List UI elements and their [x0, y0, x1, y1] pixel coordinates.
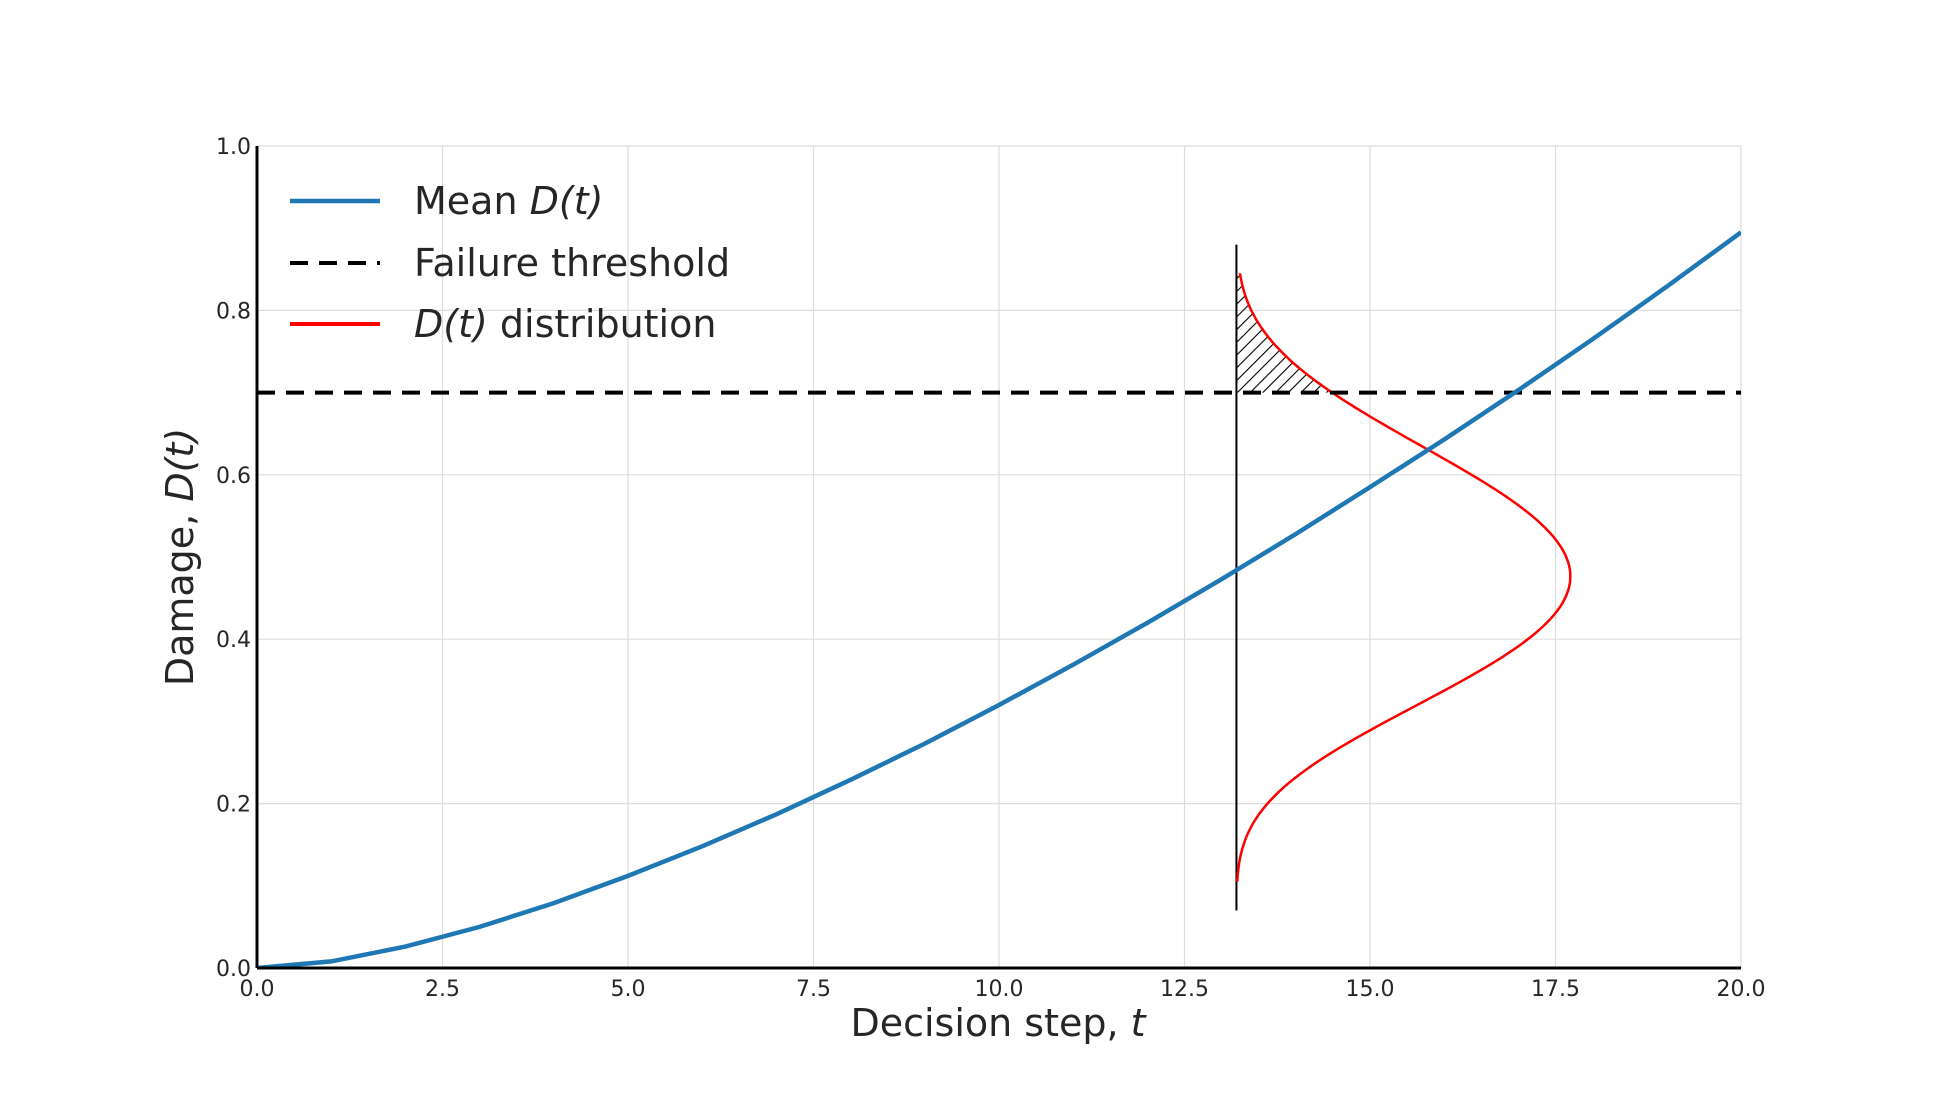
legend-label-threshold: Failure threshold: [414, 241, 730, 285]
y-tick-label: 0.4: [216, 628, 251, 653]
y-tick-labels: 0.0 0.2 0.4 0.6 0.8 1.0: [216, 135, 251, 982]
y-tick-label: 0.8: [216, 299, 251, 324]
y-tick-label: 0.6: [216, 464, 251, 489]
x-tick-labels: 0.0 2.5 5.0 7.5 10.0 12.5 15.0 17.5 20.0: [240, 977, 1766, 1002]
x-tick-label: 2.5: [425, 977, 460, 1002]
y-tick-label: 0.2: [216, 793, 251, 818]
x-tick-label: 15.0: [1346, 977, 1395, 1002]
x-tick-label: 17.5: [1531, 977, 1580, 1002]
x-tick-label: 5.0: [611, 977, 646, 1002]
legend-label-mean: Mean D(t): [414, 179, 603, 223]
plot-area: [256, 230, 1741, 968]
distribution-curve: [1235, 273, 1572, 882]
legend: Mean D(t) Failure threshold D(t) distrib…: [290, 179, 730, 346]
mean-damage-line: [256, 230, 1741, 968]
y-tick-label: 0.0: [216, 957, 251, 982]
x-axis-label: Decision step, t: [850, 1001, 1147, 1045]
x-tick-label: 10.0: [975, 977, 1024, 1002]
legend-label-distribution: D(t) distribution: [414, 302, 716, 346]
x-tick-label: 20.0: [1717, 977, 1766, 1002]
y-tick-label: 1.0: [216, 135, 251, 160]
x-tick-label: 7.5: [796, 977, 831, 1002]
x-tick-label: 12.5: [1160, 977, 1209, 1002]
x-tick-label: 0.0: [240, 977, 275, 1002]
y-axis-label: Damage, D(t): [158, 428, 202, 686]
failure-probability-hatch: [1236, 273, 1333, 393]
